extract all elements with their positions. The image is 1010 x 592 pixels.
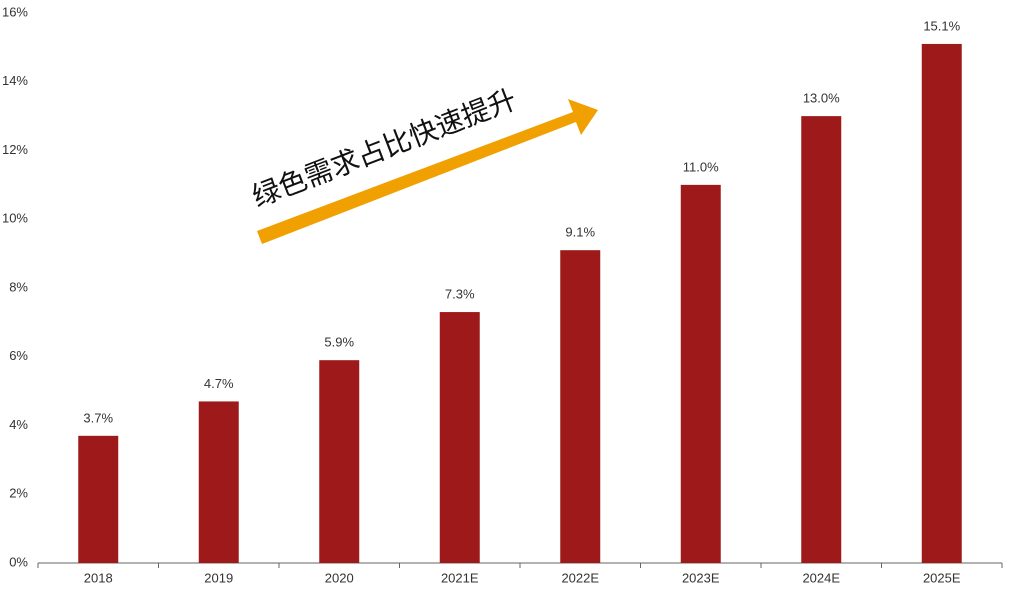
value-label: 9.1%: [565, 225, 595, 240]
x-tick-label: 2022E: [561, 570, 599, 585]
y-tick-label: 12%: [2, 142, 28, 157]
y-tick-label: 16%: [2, 4, 28, 19]
x-tick-label: 2021E: [441, 570, 479, 585]
value-label: 15.1%: [923, 18, 960, 33]
x-tick-label: 2020: [325, 570, 354, 585]
x-tick-label: 2018: [84, 570, 113, 585]
bar: [78, 435, 119, 563]
trend-arrow: [257, 99, 598, 244]
y-tick-label: 8%: [9, 279, 28, 294]
x-tick-label: 2025E: [923, 570, 961, 585]
bar: [439, 312, 480, 563]
value-label: 7.3%: [445, 287, 475, 302]
x-tick-label: 2024E: [802, 570, 840, 585]
bar: [921, 43, 962, 563]
bar: [680, 184, 721, 563]
x-tick-label: 2019: [204, 570, 233, 585]
y-tick-label: 0%: [9, 554, 28, 569]
y-tick-label: 6%: [9, 348, 28, 363]
bar: [198, 401, 239, 563]
y-tick-label: 10%: [2, 211, 28, 226]
value-label: 4.7%: [204, 376, 234, 391]
x-tick-label: 2023E: [682, 570, 720, 585]
value-label: 11.0%: [683, 159, 719, 174]
y-tick-label: 4%: [9, 417, 28, 432]
value-label: 5.9%: [324, 335, 354, 350]
bar: [801, 116, 842, 563]
y-tick-label: 2%: [9, 486, 28, 501]
y-tick-label: 14%: [2, 73, 28, 88]
value-label: 13.0%: [803, 91, 840, 106]
bar: [319, 360, 360, 563]
bar: [560, 250, 601, 563]
value-label: 3.7%: [83, 410, 113, 425]
